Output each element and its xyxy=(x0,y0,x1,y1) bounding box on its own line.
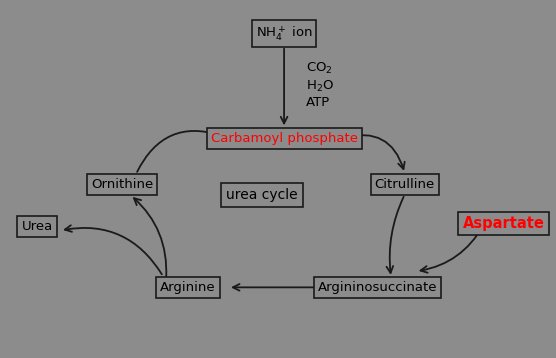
Text: Ornithine: Ornithine xyxy=(91,178,153,191)
Text: Argininosuccinate: Argininosuccinate xyxy=(317,281,437,294)
Text: Arginine: Arginine xyxy=(160,281,216,294)
Text: Carbamoyl phosphate: Carbamoyl phosphate xyxy=(211,132,358,145)
Text: NH$_4^+$ ion: NH$_4^+$ ion xyxy=(256,24,312,43)
Text: urea cycle: urea cycle xyxy=(226,188,298,202)
Text: Urea: Urea xyxy=(22,221,53,233)
Text: CO$_2$
H$_2$O
ATP: CO$_2$ H$_2$O ATP xyxy=(306,61,334,108)
Text: Aspartate: Aspartate xyxy=(463,216,544,231)
Text: Citrulline: Citrulline xyxy=(375,178,435,191)
